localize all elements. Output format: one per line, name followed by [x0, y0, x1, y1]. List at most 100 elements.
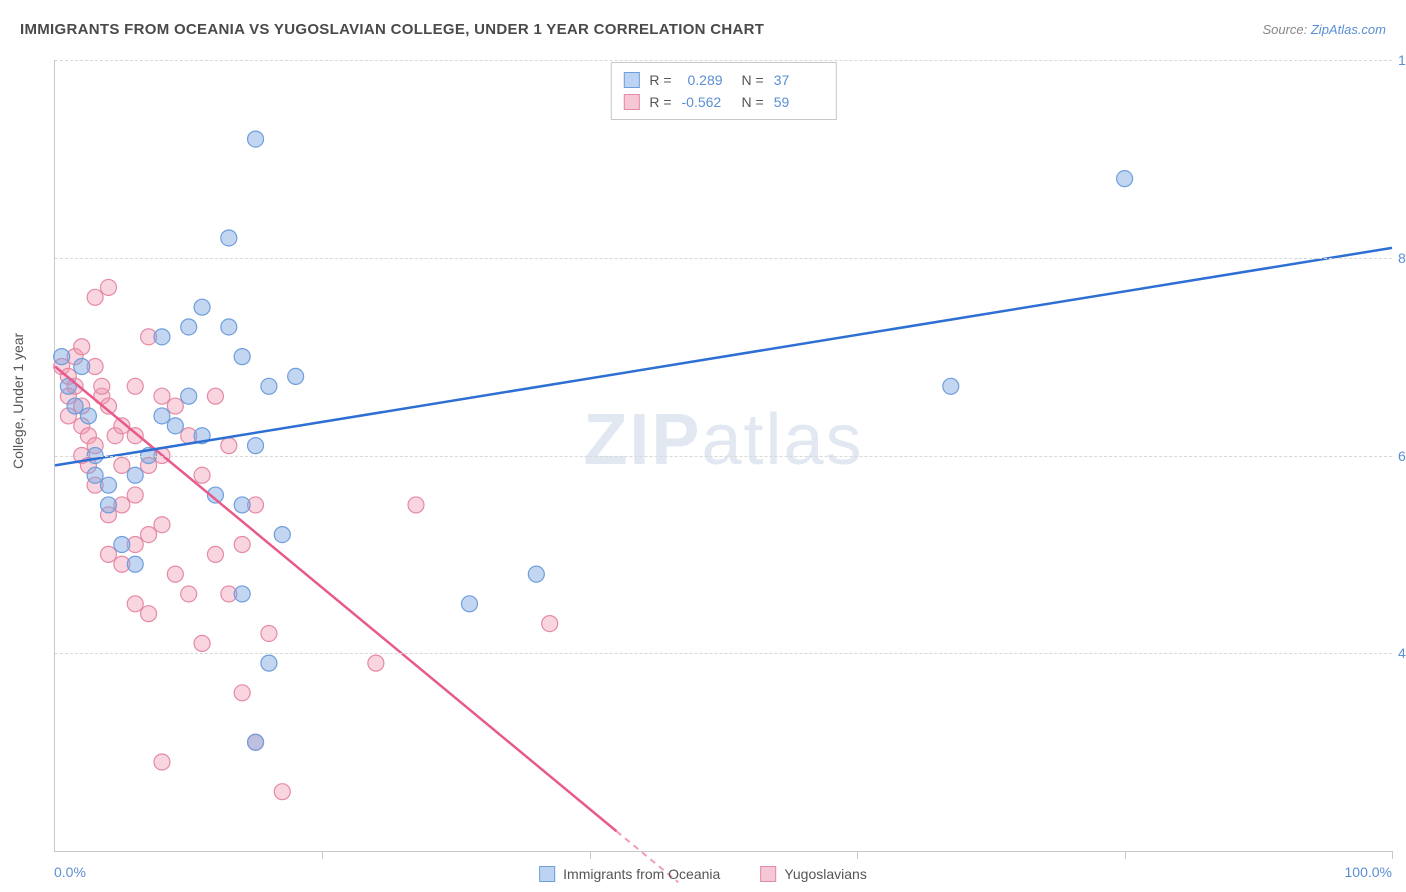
data-point-series-b: [154, 388, 170, 404]
r-value: -0.562: [682, 91, 732, 113]
gridline-horizontal: [55, 653, 1392, 654]
data-point-series-a: [261, 378, 277, 394]
source-prefix: Source:: [1262, 22, 1310, 37]
x-axis-max-label: 100.0%: [1345, 864, 1392, 880]
trend-line: [55, 248, 1392, 466]
data-point-series-a: [248, 438, 264, 454]
data-point-series-b: [100, 546, 116, 562]
data-point-series-b: [408, 497, 424, 513]
r-value: 0.289: [682, 69, 732, 91]
data-point-series-a: [234, 349, 250, 365]
y-tick-label: 40.0%: [1398, 645, 1406, 661]
data-point-series-a: [127, 556, 143, 572]
swatch-series-b-icon: [760, 866, 776, 882]
data-point-series-a: [74, 359, 90, 375]
x-tick: [857, 851, 858, 859]
source-link[interactable]: ZipAtlas.com: [1311, 22, 1386, 37]
data-point-series-b: [127, 487, 143, 503]
data-point-series-a: [221, 319, 237, 335]
data-point-series-b: [154, 754, 170, 770]
data-point-series-a: [248, 131, 264, 147]
data-point-series-b: [154, 517, 170, 533]
data-point-series-a: [127, 467, 143, 483]
n-label: N =: [742, 69, 764, 91]
swatch-series-a-icon: [539, 866, 555, 882]
correlation-stats-box: R = 0.289 N = 37 R = -0.562 N = 59: [610, 62, 836, 120]
y-tick-label: 60.0%: [1398, 448, 1406, 464]
x-tick: [590, 851, 591, 859]
legend-label: Yugoslavians: [784, 866, 867, 882]
n-value: 59: [774, 91, 824, 113]
data-point-series-a: [261, 655, 277, 671]
data-point-series-a: [181, 388, 197, 404]
data-point-series-b: [100, 279, 116, 295]
n-label: N =: [742, 91, 764, 113]
data-point-series-b: [368, 655, 384, 671]
data-point-series-a: [167, 418, 183, 434]
series-legend: Immigrants from Oceania Yugoslavians: [539, 866, 867, 882]
data-point-series-a: [943, 378, 959, 394]
stats-row: R = 0.289 N = 37: [623, 69, 823, 91]
data-point-series-b: [181, 586, 197, 602]
data-point-series-a: [461, 596, 477, 612]
gridline-horizontal: [55, 258, 1392, 259]
r-label: R =: [649, 69, 671, 91]
chart-container: College, Under 1 year ZIPatlas R = 0.289…: [0, 46, 1406, 892]
data-point-series-a: [67, 398, 83, 414]
data-point-series-b: [127, 596, 143, 612]
stats-row: R = -0.562 N = 59: [623, 91, 823, 113]
data-point-series-a: [154, 329, 170, 345]
n-value: 37: [774, 69, 824, 91]
data-point-series-b: [114, 457, 130, 473]
data-point-series-b: [94, 378, 110, 394]
y-axis-title: College, Under 1 year: [10, 333, 26, 469]
swatch-series-a-icon: [623, 72, 639, 88]
chart-title: IMMIGRANTS FROM OCEANIA VS YUGOSLAVIAN C…: [20, 21, 764, 38]
x-tick: [1392, 851, 1393, 859]
data-point-series-b: [167, 566, 183, 582]
data-point-series-b: [234, 536, 250, 552]
data-point-series-b: [87, 289, 103, 305]
swatch-series-b-icon: [623, 94, 639, 110]
data-point-series-a: [528, 566, 544, 582]
source-attribution: Source: ZipAtlas.com: [1262, 22, 1386, 37]
data-point-series-a: [1117, 171, 1133, 187]
data-point-series-a: [181, 319, 197, 335]
legend-item: Immigrants from Oceania: [539, 866, 720, 882]
data-point-series-b: [74, 339, 90, 355]
data-point-series-b: [261, 625, 277, 641]
data-point-series-a: [87, 467, 103, 483]
data-point-series-b: [194, 467, 210, 483]
legend-label: Immigrants from Oceania: [563, 866, 720, 882]
data-point-series-b: [274, 784, 290, 800]
data-point-series-a: [54, 349, 70, 365]
gridline-horizontal: [55, 456, 1392, 457]
data-point-series-a: [154, 408, 170, 424]
y-tick-label: 80.0%: [1398, 250, 1406, 266]
data-point-series-b: [542, 616, 558, 632]
data-point-series-a: [221, 230, 237, 246]
data-point-series-b: [141, 527, 157, 543]
data-point-series-b: [221, 438, 237, 454]
plot-area: ZIPatlas R = 0.289 N = 37 R = -0.562 N =…: [54, 60, 1392, 852]
data-point-series-b: [127, 378, 143, 394]
data-point-series-b: [194, 635, 210, 651]
legend-item: Yugoslavians: [760, 866, 867, 882]
data-point-series-a: [80, 408, 96, 424]
data-point-series-b: [234, 685, 250, 701]
data-point-series-b: [127, 428, 143, 444]
y-tick-label: 100.0%: [1398, 52, 1406, 68]
data-point-series-a: [114, 536, 130, 552]
data-point-series-b: [207, 546, 223, 562]
data-point-series-a: [274, 527, 290, 543]
data-point-series-a: [234, 497, 250, 513]
data-point-series-b: [207, 388, 223, 404]
data-point-series-b: [167, 398, 183, 414]
r-label: R =: [649, 91, 671, 113]
data-point-series-a: [194, 299, 210, 315]
gridline-horizontal: [55, 60, 1392, 61]
data-point-series-b: [141, 606, 157, 622]
data-point-series-a: [288, 368, 304, 384]
data-point-series-a: [248, 734, 264, 750]
x-tick: [1125, 851, 1126, 859]
